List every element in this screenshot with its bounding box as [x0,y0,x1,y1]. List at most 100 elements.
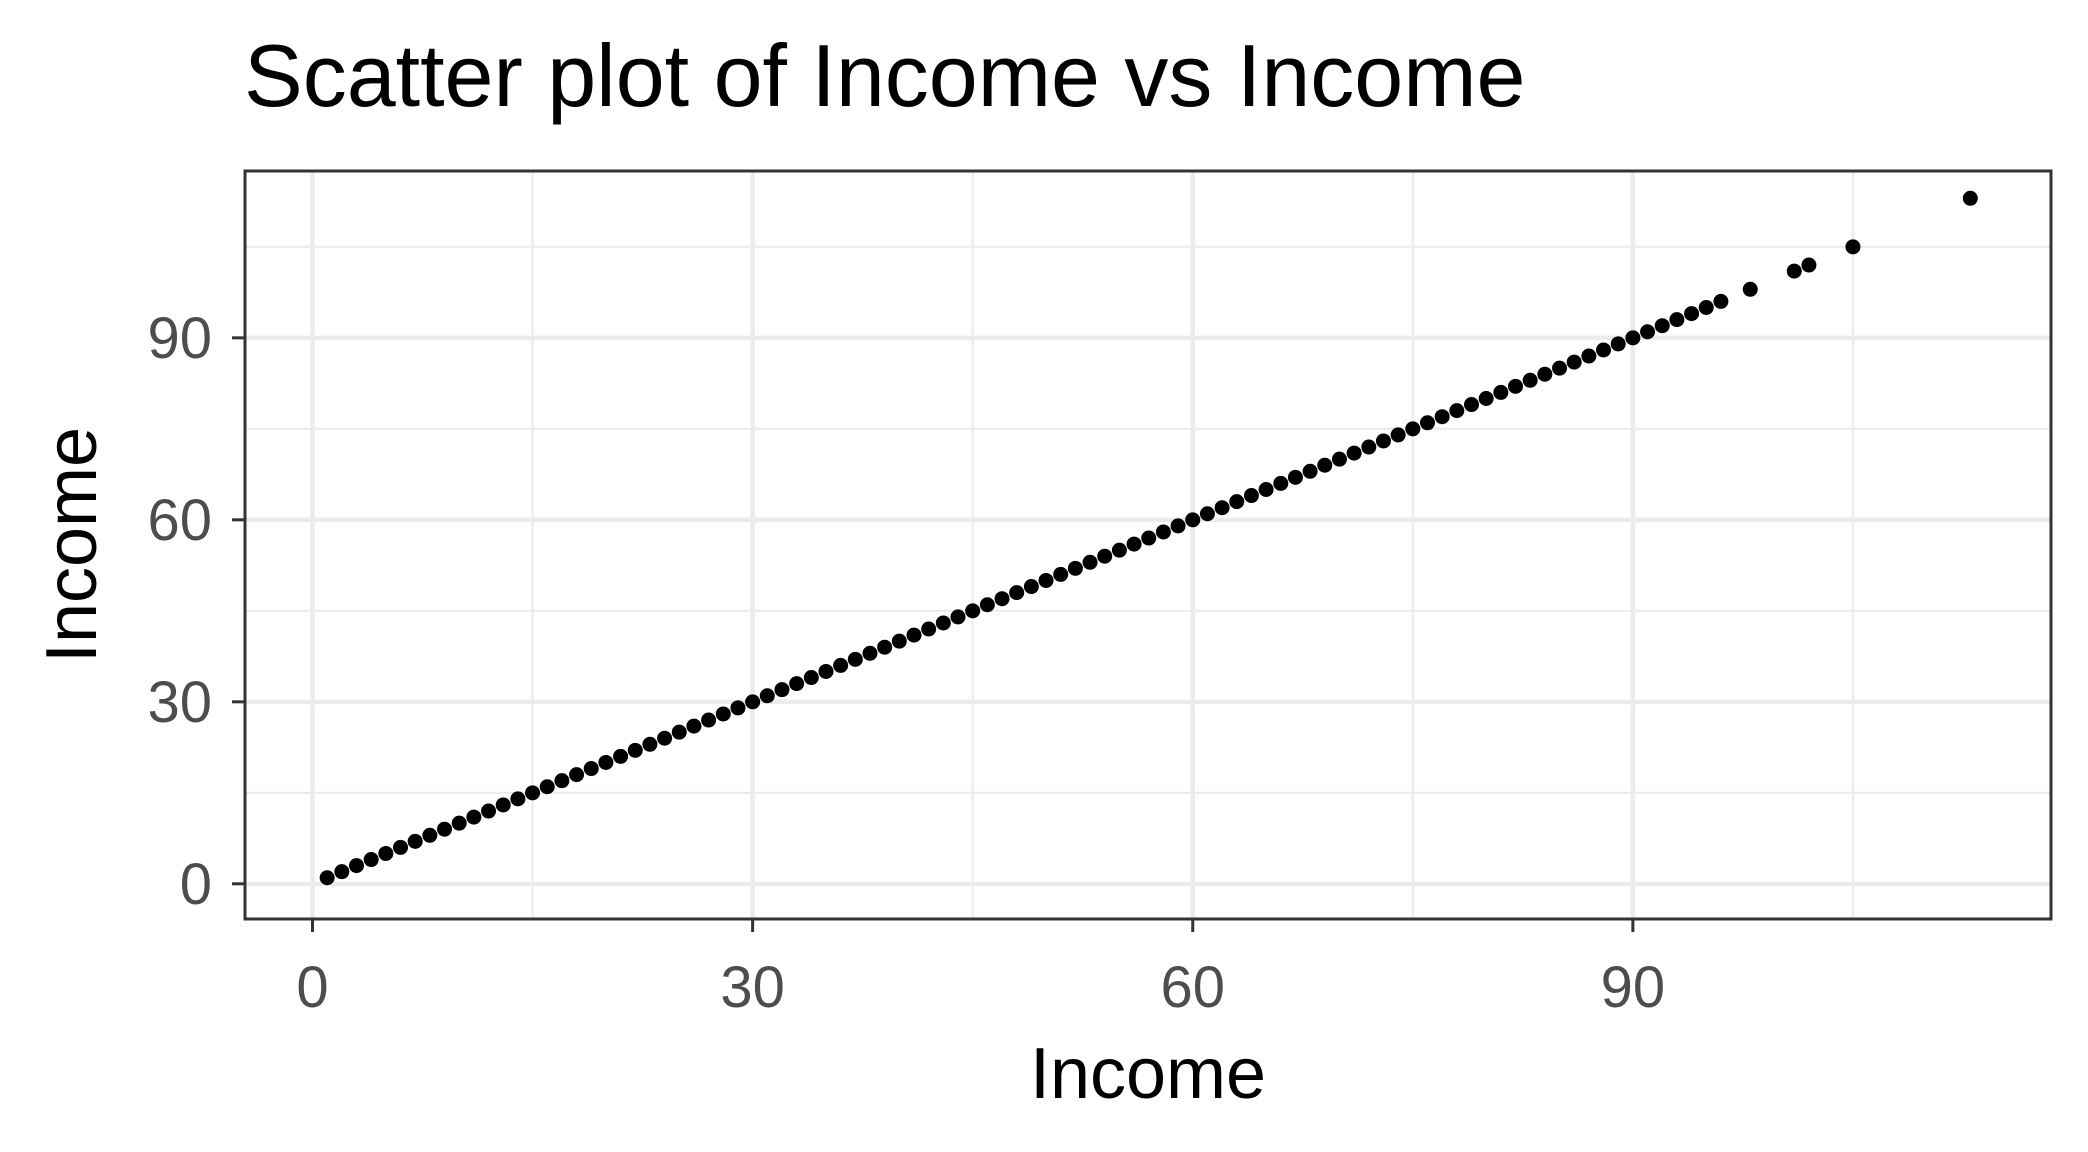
data-point [657,730,673,746]
y-axis: 0 30 60 90 [147,306,245,917]
x-axis: 0 30 60 90 [296,919,1665,1020]
y-tick-label: 0 [180,852,212,917]
data-point [1126,536,1142,552]
y-tick-label: 90 [147,306,212,371]
data-point [1669,312,1685,328]
data-point [627,742,643,758]
y-tick-label: 60 [147,488,212,553]
data-point [877,639,893,655]
data-point [1552,360,1568,376]
data-point [906,627,922,643]
data-point [1302,463,1318,479]
data-point [539,779,555,795]
data-point [1801,257,1817,273]
data-point [481,803,497,819]
data-point [1478,390,1494,406]
data-point [1405,421,1421,437]
data-point [1053,566,1069,582]
data-point [1273,475,1289,491]
data-point [348,858,364,874]
data-point [1522,372,1538,388]
data-point [1258,481,1274,497]
data-point [319,870,335,886]
data-point [803,670,819,686]
data-point [1786,263,1802,279]
data-point [1361,439,1377,455]
data-point [1038,572,1054,588]
data-point [847,651,863,667]
data-point [774,682,790,698]
data-point [965,603,981,619]
data-point [1155,524,1171,540]
data-point [1170,518,1186,534]
data-point [1654,318,1670,334]
data-point [1331,451,1347,467]
data-point [466,809,482,825]
data-point [1009,585,1025,601]
data-point [422,827,438,843]
data-point [994,591,1010,607]
data-point [1698,299,1714,315]
data-point [1742,281,1758,297]
data-point [979,597,995,613]
data-point [510,791,526,807]
data-point [891,633,907,649]
data-point [1229,494,1245,510]
data-point [1067,560,1083,576]
data-point [1419,415,1435,431]
data-point [1962,190,1978,206]
data-point [1214,500,1230,516]
data-point [1199,506,1215,522]
data-point [525,785,541,801]
data-point [935,615,951,631]
data-points [319,190,1978,886]
data-point [642,736,658,752]
data-point [1508,378,1524,394]
data-point [1845,239,1861,255]
data-point [671,724,687,740]
x-tick-label: 60 [1160,955,1225,1020]
y-axis-title: Income [32,427,112,663]
data-point [1243,488,1259,504]
data-point [1375,433,1391,449]
chart-title: Scatter plot of Income vs Income [244,26,1525,125]
data-point [1566,354,1582,370]
data-point [613,748,629,764]
data-point [1346,445,1362,461]
data-point [1141,530,1157,546]
y-tick-label: 30 [147,670,212,735]
data-point [1023,579,1039,595]
data-point [393,839,409,855]
data-point [1287,469,1303,485]
data-point [1610,336,1626,352]
x-tick-label: 90 [1601,955,1666,1020]
data-point [818,663,834,679]
data-point [1463,397,1479,413]
data-point [378,845,394,861]
data-point [1390,427,1406,443]
data-point [1596,342,1612,358]
data-point [686,718,702,734]
data-point [1185,512,1201,528]
data-point [1097,548,1113,564]
data-point [1640,324,1656,340]
data-point [569,767,585,783]
data-point [1625,330,1641,346]
data-point [554,773,570,789]
data-point [363,852,379,868]
x-axis-title: Income [1030,1034,1266,1114]
data-point [1082,554,1098,570]
data-point [1493,384,1509,400]
data-point [334,864,350,880]
major-gridlines [245,171,2051,919]
data-point [921,621,937,637]
plot-panel-border [243,169,2053,921]
data-point [451,815,467,831]
data-point [437,821,453,837]
data-point [1111,542,1127,558]
data-point [789,676,805,692]
data-point [1713,293,1729,309]
data-point [715,706,731,722]
data-point [730,700,746,716]
